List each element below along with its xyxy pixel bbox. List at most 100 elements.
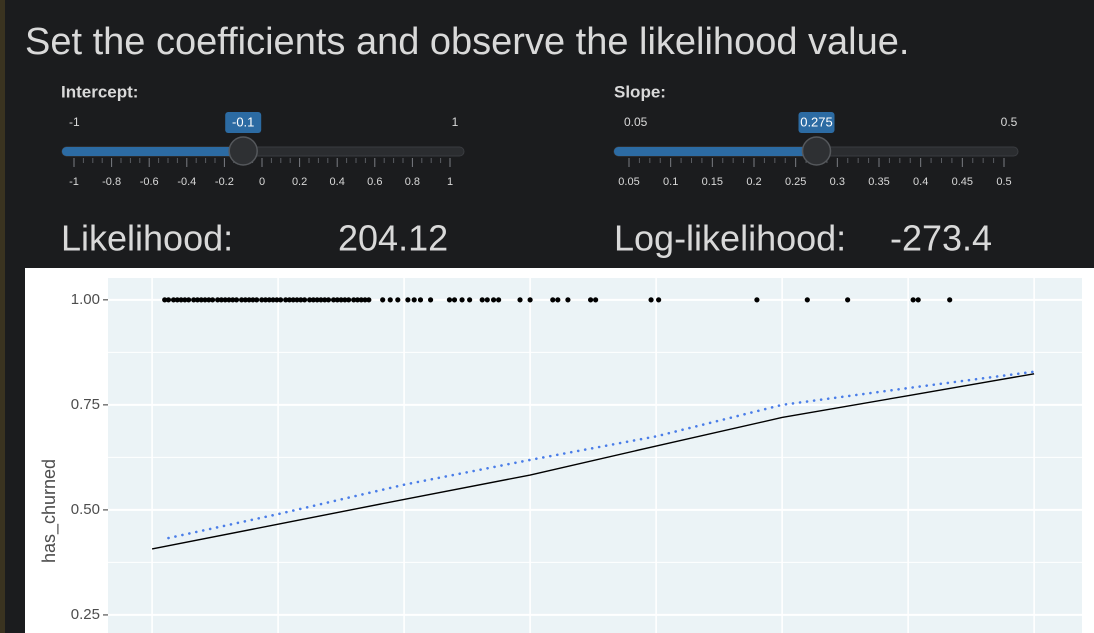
slider-tick-label: 0.35 — [868, 176, 889, 188]
data-point — [325, 297, 332, 303]
slider-max: 1 — [452, 115, 459, 129]
slider-tick-label: 0 — [259, 176, 265, 188]
data-point — [490, 297, 497, 303]
data-point — [254, 297, 260, 303]
stat-label: Likelihood: — [61, 218, 233, 259]
data-point — [366, 297, 372, 303]
data-point — [338, 297, 344, 303]
data-point — [318, 297, 324, 303]
slider-label: Slope: — [614, 82, 666, 101]
data-point — [209, 297, 216, 303]
fit-line — [151, 373, 1035, 550]
data-point — [178, 297, 184, 303]
slider-tick-label: 0.45 — [952, 176, 973, 188]
data-point — [550, 297, 556, 303]
slider-tick-label: -0.4 — [177, 176, 196, 188]
slider-fill — [614, 147, 817, 156]
data-point — [165, 297, 172, 303]
data-point — [479, 297, 485, 303]
page-title: Set the coefficients and observe the lik… — [25, 21, 909, 63]
data-point — [266, 297, 272, 303]
data-point — [322, 297, 328, 303]
data-point — [484, 297, 490, 303]
data-point — [218, 297, 225, 303]
data-point — [294, 297, 300, 303]
data-point — [467, 297, 473, 303]
data-point — [334, 297, 340, 303]
data-point — [354, 297, 361, 303]
data-point — [186, 297, 192, 303]
data-point — [330, 297, 337, 303]
data-point — [278, 297, 284, 303]
data-point — [238, 297, 245, 303]
data-point — [202, 297, 208, 303]
data-point — [346, 297, 352, 303]
slider-min: -1 — [69, 115, 80, 129]
data-point — [804, 297, 810, 303]
data-point — [198, 297, 204, 303]
data-point — [307, 297, 313, 303]
slider-tick-label: -0.8 — [102, 176, 121, 188]
slider-tick-label: 0.05 — [618, 176, 639, 188]
slider-value: -0.1 — [232, 114, 254, 129]
data-point — [496, 297, 502, 303]
y-tick-label: 1.00 — [71, 291, 100, 308]
data-point — [230, 297, 236, 303]
data-point — [405, 297, 411, 303]
slider-tick-label: -0.2 — [215, 176, 234, 188]
data-point — [910, 297, 916, 303]
data-point — [259, 297, 265, 303]
stat-label: Log-likelihood: — [614, 218, 846, 259]
slider-handle[interactable] — [228, 136, 258, 166]
data-point — [342, 297, 348, 303]
data-point — [565, 297, 571, 303]
data-point — [417, 297, 424, 303]
data-point — [226, 297, 232, 303]
data-point — [194, 297, 201, 303]
data-point — [250, 297, 256, 303]
y-tick-label: 0.50 — [71, 501, 100, 518]
fit-line — [167, 370, 1036, 540]
slider-tick-label: 1 — [447, 176, 453, 188]
data-point — [301, 297, 308, 303]
data-point — [380, 297, 386, 303]
data-point — [246, 297, 252, 303]
data-point — [286, 297, 293, 303]
data-point — [395, 297, 401, 303]
data-point — [162, 297, 168, 303]
data-point — [947, 297, 953, 303]
slider-tick-label: 0.2 — [746, 176, 761, 188]
data-point — [411, 297, 417, 303]
data-point — [362, 297, 368, 303]
data-point — [587, 297, 594, 303]
slider-tick-label: 0.4 — [913, 176, 928, 188]
slider-tick-label: 0.5 — [996, 176, 1011, 188]
slider-value-bubble — [798, 112, 835, 133]
data-point — [274, 297, 280, 303]
slider-tick-label: 0.15 — [702, 176, 723, 188]
data-point — [215, 297, 221, 303]
stat-value: 204.12 — [338, 218, 448, 259]
data-point — [593, 297, 599, 303]
data-point — [351, 297, 357, 303]
stat-value: -273.4 — [890, 218, 992, 259]
data-point — [270, 297, 276, 303]
slider-max: 0.5 — [1001, 115, 1018, 129]
slider-tick-label: 0.6 — [367, 176, 382, 188]
plot-panel — [108, 278, 1082, 633]
data-point — [459, 297, 465, 303]
data-point — [242, 297, 248, 303]
data-point — [206, 297, 212, 303]
data-point — [182, 297, 188, 303]
data-point — [517, 297, 523, 303]
slider-tick-label: 0.4 — [330, 176, 345, 188]
data-point — [222, 297, 228, 303]
data-point — [233, 297, 240, 303]
slider-fill — [62, 147, 244, 156]
data-point — [555, 297, 561, 303]
data-point — [915, 297, 921, 303]
slider-handle[interactable] — [801, 136, 832, 166]
data-point — [314, 297, 320, 303]
data-point — [358, 297, 364, 303]
